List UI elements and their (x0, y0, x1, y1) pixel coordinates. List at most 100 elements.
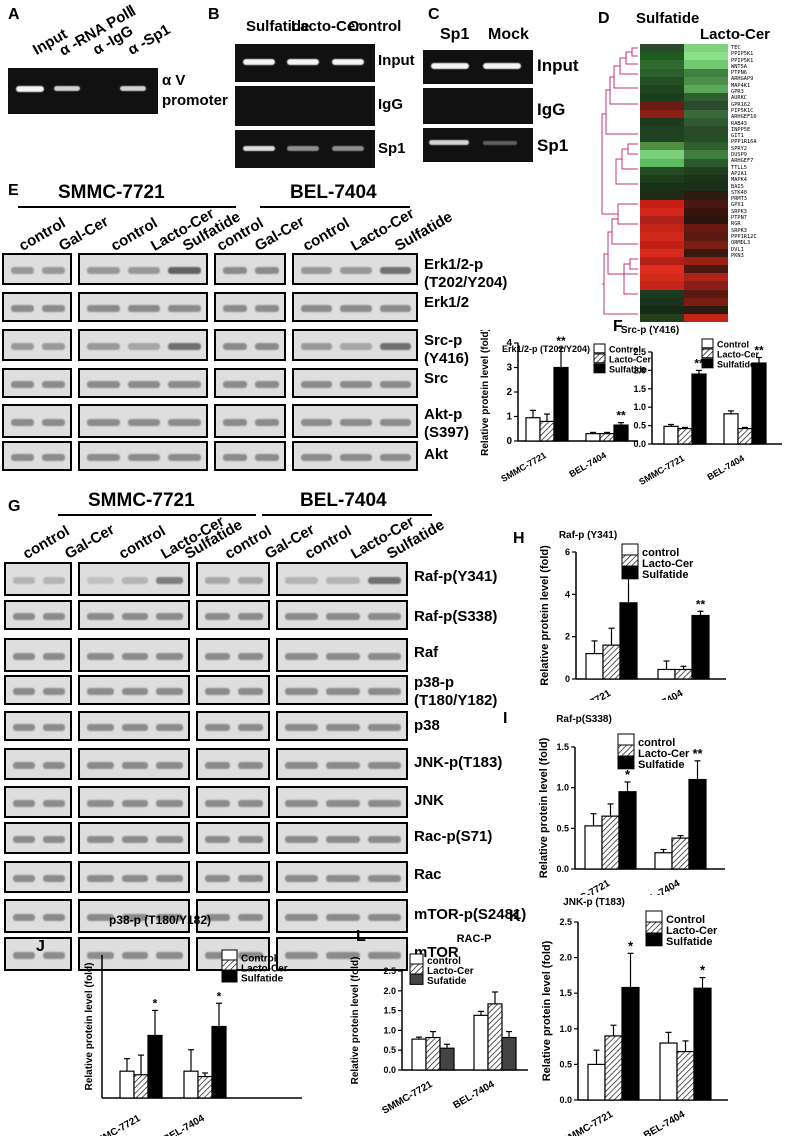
blot-band (42, 381, 65, 388)
gene-label: ARHGAP9 (731, 76, 754, 83)
blot-band (238, 724, 263, 731)
blot-band (156, 724, 183, 731)
heatmap-cell (640, 166, 684, 175)
heatmap-cell (640, 256, 684, 266)
gene-label: MAPK4 (731, 177, 747, 184)
heatmap-row (640, 191, 728, 200)
blot-band (367, 613, 401, 620)
blot-band (326, 952, 360, 959)
y-tick-label: 0.0 (383, 1065, 396, 1075)
blot-band (168, 454, 201, 461)
bar (751, 362, 767, 445)
gene-label: AP2A1 (731, 170, 747, 177)
blot-band (168, 419, 201, 426)
heatmap-cell (640, 224, 684, 233)
bar (525, 417, 541, 442)
row-label: Erk1/2 (424, 294, 470, 311)
heatmap-cell (684, 93, 728, 102)
bar (654, 852, 673, 870)
heatmap-cell (684, 297, 728, 306)
heatmap-row (640, 158, 728, 167)
blot-band (285, 836, 319, 843)
dendrogram (601, 47, 638, 315)
heatmap-cell (640, 134, 684, 143)
lane-label: Control (348, 18, 402, 35)
blot-image (4, 562, 72, 596)
blot-band (326, 613, 360, 620)
y-axis-label: Relative protein level (fold) (538, 737, 550, 878)
blot-band (87, 762, 114, 769)
heatmap-row (640, 125, 728, 135)
blot-band (43, 952, 65, 959)
group-label: BEL-7404 (300, 490, 387, 511)
gene-label: BAI5 (731, 183, 744, 190)
blot-band (43, 762, 65, 769)
blot-band (238, 762, 263, 769)
bar (487, 1003, 503, 1071)
column-label: Sulfatide (636, 10, 700, 27)
blot-band (223, 419, 247, 426)
blot-band (43, 688, 65, 695)
blot-band (127, 267, 161, 274)
blot-band (43, 653, 65, 660)
blot-image (276, 711, 408, 741)
heatmap-cell (640, 306, 684, 315)
blot-band (121, 613, 149, 620)
heatmap-row (640, 109, 728, 118)
y-axis-label: Relative protein level (fold) (539, 545, 551, 686)
bar (425, 1036, 441, 1071)
blot-band (127, 454, 161, 461)
blot-image (276, 937, 408, 971)
row-label: Akt (424, 446, 449, 463)
blot-band (326, 653, 360, 660)
blot-band (87, 305, 120, 312)
heatmap-cell (640, 125, 684, 135)
gene-label: ORMDL3 (731, 240, 751, 247)
blot-band (13, 724, 35, 731)
blot-band (156, 914, 183, 921)
chart-title: Raf-p (Y341) (559, 530, 617, 541)
blot-image (196, 786, 270, 818)
legend-label: Lacto-Cer (642, 558, 694, 570)
blot-band (255, 454, 279, 461)
category-label: BEL-7404 (637, 878, 682, 895)
blot-image (276, 899, 408, 933)
blot-band (326, 762, 360, 769)
y-tick-label: 1 (506, 412, 512, 423)
blot-band (168, 381, 201, 388)
blot-image (2, 329, 72, 361)
blot-band (340, 454, 372, 461)
gene-label: SPRY2 (731, 145, 747, 152)
blot-band (87, 688, 114, 695)
row-label: (T202/Y204) (424, 274, 508, 291)
blot-band (205, 613, 230, 620)
blot-band (13, 952, 35, 959)
category-label: BEL-7404 (705, 453, 746, 482)
legend-swatch (701, 348, 714, 359)
y-tick-label: 2.0 (633, 365, 646, 375)
bar (737, 427, 753, 445)
bar (585, 653, 604, 680)
row-label: p38 (414, 717, 440, 734)
heatmap-cell (684, 76, 728, 85)
gene-label: DUSP9 (731, 152, 747, 159)
blot-band (301, 454, 333, 461)
heatmap-cell (684, 224, 728, 233)
blot-band (43, 800, 65, 807)
blot-image (78, 441, 208, 471)
blot-image (196, 600, 270, 630)
blot-band (223, 454, 247, 461)
blot-image (78, 600, 190, 630)
blot-band (156, 613, 183, 620)
row-label: JNK (414, 792, 445, 809)
y-axis-label: Relative protein level (fold) (480, 330, 491, 456)
bar (621, 986, 640, 1101)
gene-label: PTPN6 (731, 70, 747, 77)
chart-i: 0.0 0.5 1.0 1.5 Raf-p(S338) Relative protein … (538, 714, 725, 895)
blot-band (156, 577, 183, 584)
gel-image (235, 130, 375, 168)
blot-band (43, 613, 65, 620)
bar (693, 987, 712, 1101)
blot-band (205, 653, 230, 660)
